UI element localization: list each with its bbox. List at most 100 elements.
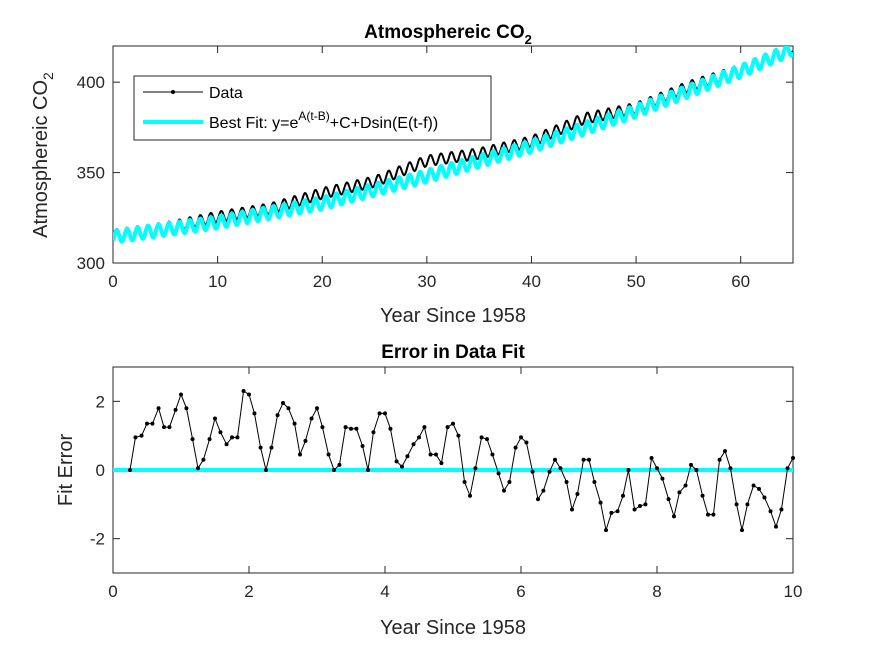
error-point <box>349 426 353 431</box>
error-point <box>190 437 195 442</box>
bottom-axis-ticks: 0 2 4 6 8 10 -2 0 2 <box>90 367 803 601</box>
error-point <box>774 524 778 529</box>
error-point <box>581 457 586 462</box>
error-point <box>388 426 393 431</box>
error-point <box>689 462 693 467</box>
x-axis-label: Year Since 1958 <box>380 305 526 327</box>
error-point <box>762 495 767 500</box>
error-point <box>230 435 234 440</box>
error-point <box>179 392 183 397</box>
error-point <box>519 435 523 440</box>
error-point <box>604 528 608 533</box>
error-point <box>479 435 484 440</box>
error-point <box>377 411 382 416</box>
error-y-axis-label: Fit Error <box>55 434 77 507</box>
x-tick-label: 50 <box>627 272 646 291</box>
x-tick-label: 30 <box>417 272 436 291</box>
error-point <box>303 438 308 443</box>
co2-chart: Atmosphereic CO2 0 10 20 30 40 50 60300350400 … <box>30 22 794 327</box>
x-tick-label: 40 <box>522 272 541 291</box>
error-point <box>241 389 246 394</box>
error-point <box>235 435 240 440</box>
error-point <box>456 433 461 438</box>
error-point <box>643 502 648 507</box>
error-point <box>768 509 773 514</box>
error-point <box>745 502 750 507</box>
error-point <box>683 483 688 488</box>
error-point <box>224 442 229 447</box>
error-point <box>751 483 756 488</box>
legend-fit-label: Best Fit: y=eA(t-B)+C+Dsin(E(t-f)) <box>209 109 438 132</box>
error-point <box>434 452 438 457</box>
error-point <box>564 480 569 485</box>
error-x-axis-label: Year Since 1958 <box>380 617 526 639</box>
error-point <box>394 459 399 464</box>
error-point <box>422 425 427 430</box>
error-point <box>570 507 574 512</box>
error-point <box>360 443 365 448</box>
error-point <box>184 406 189 411</box>
error-point <box>326 452 331 457</box>
error-point <box>167 425 172 430</box>
error-point <box>337 462 342 467</box>
error-point <box>162 425 166 430</box>
error-point <box>343 425 348 430</box>
error-point <box>292 421 297 426</box>
x-tick-label: 2 <box>244 582 253 601</box>
error-point <box>309 416 314 421</box>
error-point <box>496 471 501 476</box>
error-point <box>615 509 620 514</box>
error-chart: Error in Data Fit 0 2 4 6 8 10 -2 0 2 Year Since… <box>55 342 802 639</box>
error-point <box>264 468 268 472</box>
error-point <box>649 455 654 460</box>
error-point <box>139 433 144 438</box>
error-point <box>666 497 671 502</box>
top-axis-ticks: 0 10 20 30 40 50 60 300 350 400 <box>77 46 793 291</box>
x-tick-label: 0 <box>108 582 117 601</box>
error-point <box>717 457 722 462</box>
error-point <box>417 435 421 440</box>
legend: Data Best Fit: y=eA(t-B)+C+Dsin(E(t-f)) <box>133 75 492 141</box>
y-tick-label: 400 <box>77 73 105 92</box>
error-point <box>536 497 540 502</box>
error-point <box>298 452 302 457</box>
error-point <box>672 514 676 519</box>
error-point <box>252 411 257 416</box>
error-point <box>286 406 291 411</box>
x-tick-label: 10 <box>208 272 227 291</box>
error-point <box>723 449 727 454</box>
error-point <box>258 445 263 450</box>
error-point <box>660 476 665 481</box>
x-tick-label: 10 <box>784 582 803 601</box>
y-tick-label: 2 <box>96 392 105 411</box>
error-point <box>445 425 450 430</box>
y-axis-label: Atmosphereic CO2 <box>30 72 56 238</box>
error-point <box>462 480 467 485</box>
x-tick-label: 4 <box>380 582 389 601</box>
error-chart-title: Error in Data Fit <box>381 342 525 363</box>
error-point <box>502 488 506 493</box>
error-point <box>587 457 591 462</box>
error-point <box>400 464 404 469</box>
y-tick-label: -2 <box>90 530 105 549</box>
error-point <box>133 435 138 440</box>
error-point <box>740 528 744 533</box>
error-point <box>156 406 161 411</box>
y-tick-label: 350 <box>77 164 105 183</box>
bottom-series-group <box>113 389 795 533</box>
error-point <box>779 507 784 512</box>
error-point <box>485 437 489 442</box>
chart-title: Atmosphereic CO2 <box>364 22 532 47</box>
top-series-group <box>113 46 793 244</box>
error-point <box>332 468 336 472</box>
error-point <box>439 461 444 466</box>
error-point <box>638 504 642 509</box>
error-point <box>145 421 149 426</box>
error-point <box>609 510 614 515</box>
error-point <box>207 437 212 442</box>
error-point <box>405 454 410 459</box>
y-tick-label: 0 <box>96 461 105 480</box>
error-point <box>575 492 580 497</box>
error-point <box>547 469 552 474</box>
